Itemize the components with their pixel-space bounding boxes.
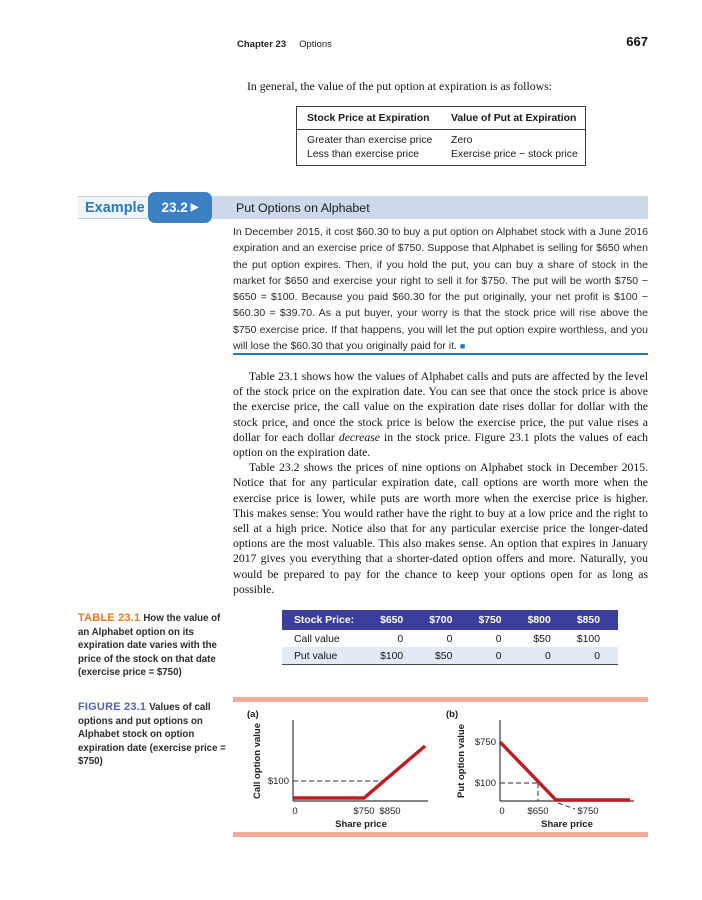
column-header: Stock Price at Expiration	[296, 106, 441, 130]
column-header: $850	[568, 610, 618, 630]
svg-text:0: 0	[292, 806, 297, 817]
table-caption: TABLE 23.1 How the value of an Alphabet o…	[78, 612, 233, 680]
column-header: Stock Price:	[282, 610, 372, 630]
example-body: In December 2015, it cost $60.30 to buy …	[233, 224, 648, 354]
running-head: Chapter 23 Options	[237, 39, 332, 50]
figure-caption-text: Values of call options and put options o…	[78, 702, 226, 768]
svg-text:Share price: Share price	[541, 819, 593, 830]
row-label: Put value	[294, 650, 338, 662]
table-caption-label: TABLE 23.1	[78, 612, 141, 624]
svg-text:(a): (a)	[247, 709, 259, 720]
example-number-badge: 23.2 ▶	[148, 192, 212, 223]
table-cell: 0	[544, 650, 551, 662]
table-cell: $50	[533, 633, 551, 645]
column-header: $650	[372, 610, 422, 630]
page-number: 667	[626, 34, 648, 49]
table-cell: Greater than exercise price	[307, 135, 433, 146]
example-header: Example 23.2 ▶ Put Options on Alphabet	[78, 192, 648, 223]
svg-text:$100: $100	[268, 776, 289, 787]
table-row: Call value 0 0 0 $50 $100	[282, 630, 618, 647]
example-title-bar: Put Options on Alphabet	[212, 196, 648, 219]
call-option-value-chart: (a) $100 0 $750 $850 Share price Call option v…	[247, 709, 428, 830]
figure-23-1: (a) $100 0 $750 $850 Share price Call option v…	[233, 697, 648, 843]
svg-text:Put option value: Put option value	[456, 724, 467, 798]
intro-paragraph: In general, the value of the put option …	[247, 79, 553, 93]
play-arrow-icon: ▶	[190, 202, 199, 213]
table-cell: 0	[594, 650, 600, 662]
svg-text:$750: $750	[475, 737, 496, 748]
table-header-row: Stock Price: $650 $700 $750 $800 $850	[282, 610, 618, 630]
figure-bottom-rule-bar	[233, 832, 648, 837]
figure-caption: FIGURE 23.1 Values of call options and pu…	[78, 701, 233, 769]
column-header: Value of Put at Expiration	[441, 106, 586, 130]
paragraph-italic-text: decrease	[338, 430, 380, 444]
table-caption-text: How the value of an Alphabet option on i…	[78, 613, 221, 679]
chapter-label: Chapter 23	[237, 39, 287, 50]
svg-text:$750: $750	[577, 806, 598, 817]
put-option-value-chart: (b) $750 $100 0 $650 $750 Share price Put optio…	[446, 709, 634, 830]
svg-text:$750: $750	[353, 806, 374, 817]
body-copy: Table 23.1 shows how the values of Alpha…	[233, 369, 648, 597]
table-cell: $50	[435, 650, 453, 662]
svg-text:Share price: Share price	[335, 819, 387, 830]
example-body-text: In December 2015, it cost $60.30 to buy …	[233, 226, 648, 353]
table-cell: Exercise price − stock price	[451, 149, 578, 160]
svg-text:(b): (b)	[446, 709, 458, 720]
svg-text:$650: $650	[527, 806, 548, 817]
example-bottom-rule	[233, 353, 648, 355]
column-header: $800	[519, 610, 569, 630]
example-end-mark-icon: ■	[459, 341, 466, 352]
section-label: Options	[299, 39, 332, 50]
example-title: Put Options on Alphabet	[236, 200, 370, 215]
table-row: Less than exercise price Exercise price …	[297, 147, 586, 166]
example-label: Example	[78, 196, 148, 219]
table-cell: 0	[446, 633, 453, 645]
table-23-1: Stock Price: $650 $700 $750 $800 $850 Ca…	[282, 610, 618, 665]
table-cell: $100	[380, 650, 404, 662]
example-number: 23.2	[161, 200, 188, 215]
table-cell: 0	[397, 633, 404, 645]
svg-text:Call option value: Call option value	[252, 723, 263, 799]
table-cell: 0	[495, 650, 502, 662]
paragraph-text: in the stock price. Figure 23.1 plots th…	[233, 430, 649, 460]
svg-text:0: 0	[499, 806, 504, 817]
column-header: $700	[421, 610, 471, 630]
svg-text:$850: $850	[379, 806, 400, 817]
table-cell: $100	[576, 633, 600, 645]
paragraph-text: Table 23.1 shows how the values of Alpha…	[233, 370, 648, 444]
column-header: $750	[470, 610, 520, 630]
figure-caption-label: FIGURE 23.1	[78, 701, 147, 713]
table-cell: Zero	[451, 135, 473, 146]
row-label: Call value	[294, 633, 340, 645]
table-cell: 0	[495, 633, 502, 645]
table-row: Put value $100 $50 0 0 0	[282, 647, 618, 665]
table-row: Greater than exercise price Zero	[297, 130, 586, 148]
svg-text:$100: $100	[475, 778, 496, 789]
table-cell: Less than exercise price	[307, 149, 420, 160]
figure-top-rule-bar	[233, 697, 648, 702]
put-value-summary-table: Stock Price at Expiration Value of Put a…	[296, 106, 586, 166]
body-paragraph: Table 23.1 shows how the values of Alpha…	[233, 369, 648, 460]
table-header-row: Stock Price at Expiration Value of Put a…	[296, 106, 586, 130]
body-paragraph: Table 23.2 shows the prices of nine opti…	[233, 461, 648, 596]
